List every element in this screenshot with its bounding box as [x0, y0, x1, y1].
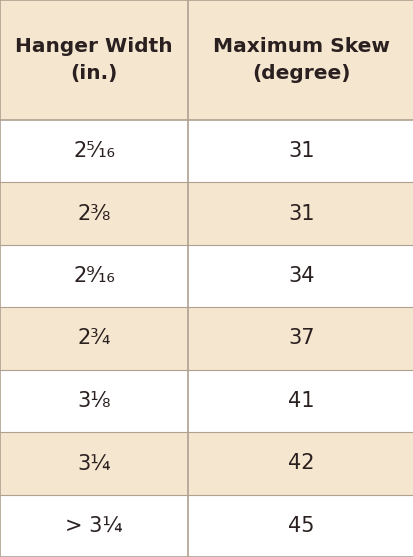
Bar — [0, 495, 413, 557]
Text: 2⁹⁄₁₆: 2⁹⁄₁₆ — [73, 266, 115, 286]
Text: 2³⁄₈: 2³⁄₈ — [77, 204, 111, 224]
Text: 34: 34 — [287, 266, 314, 286]
Text: 31: 31 — [287, 141, 314, 161]
Text: 3¹⁄₈: 3¹⁄₈ — [77, 391, 111, 411]
Bar — [0, 307, 413, 370]
Bar — [0, 0, 413, 120]
Text: 45: 45 — [287, 516, 314, 536]
Text: 2⁵⁄₁₆: 2⁵⁄₁₆ — [73, 141, 115, 161]
Text: 31: 31 — [287, 204, 314, 224]
Text: Maximum Skew
(degree): Maximum Skew (degree) — [212, 37, 389, 83]
Bar — [0, 432, 413, 495]
Text: 37: 37 — [287, 329, 314, 349]
Text: Hanger Width
(in.): Hanger Width (in.) — [15, 37, 173, 83]
Text: > 3¼: > 3¼ — [65, 516, 123, 536]
Bar — [0, 183, 413, 245]
Bar — [0, 245, 413, 307]
Text: 42: 42 — [287, 453, 314, 473]
Text: 3¼: 3¼ — [77, 453, 111, 473]
Bar — [0, 370, 413, 432]
Text: 41: 41 — [287, 391, 314, 411]
Text: 2³⁄₄: 2³⁄₄ — [77, 329, 111, 349]
Bar — [0, 120, 413, 183]
